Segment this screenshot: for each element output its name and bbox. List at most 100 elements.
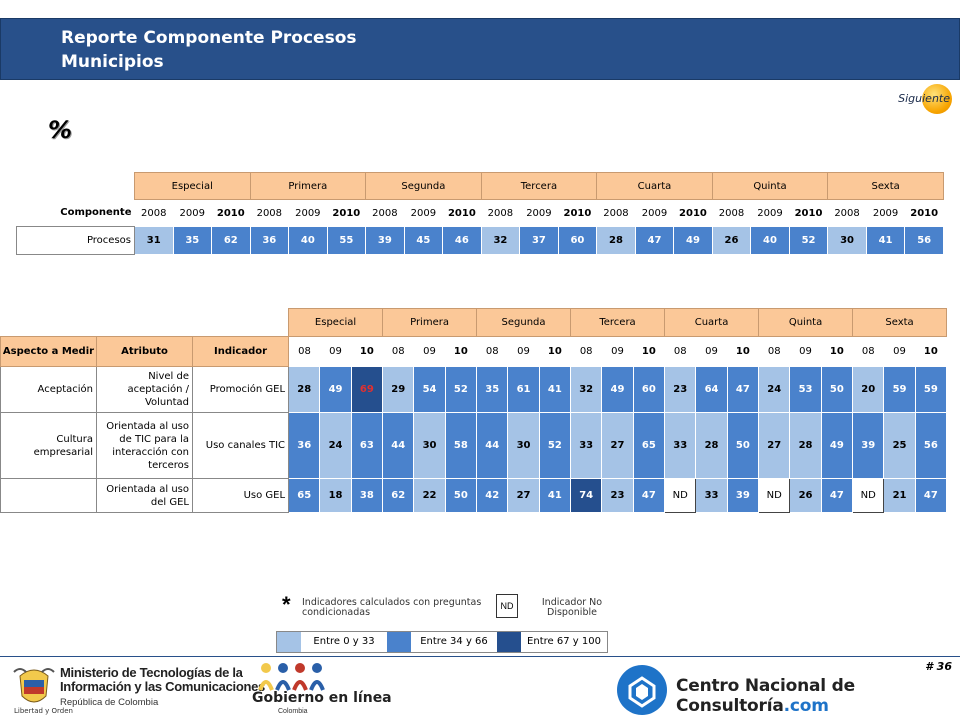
t2-indicator-header: Indicador [191,336,290,367]
t2-category-header: Quinta [758,308,854,337]
t2-value-cell: 69 [350,366,384,413]
t1-year-header: 2010 [904,199,944,227]
ministry-line2: Información y las Comunicaciones [60,679,265,694]
next-label: Siguiente [898,92,950,105]
t2-attribute-header: Atributo [96,336,193,367]
t1-year-header: 2008 [250,199,289,227]
t1-value-cell: 47 [634,226,675,255]
t2-year-header: 09 [789,336,822,367]
t2-value-cell: 26 [789,478,822,513]
t1-value-cell: 36 [249,226,290,255]
seal-caption: Libertad y Orden [14,707,73,715]
t2-category-header: Tercera [570,308,666,337]
t2-value-cell: 49 [820,412,854,479]
t2-value-cell: 50 [444,478,478,513]
t1-year-header: 2008 [596,199,636,227]
indicators-detail-table: Especial Primera Segunda Tercera Cuarta Quint… [0,308,948,513]
t2-value-cell: 38 [350,478,384,513]
t2-year-header: 09 [695,336,728,367]
t1-year-header: 2010 [327,199,366,227]
t1-year-header: 2008 [365,199,405,227]
page-number: # 36 [925,660,952,673]
t2-value-cell: 47 [914,478,948,513]
t1-year-header: 2008 [134,199,174,227]
t1-category-header: Primera [249,172,367,200]
t2-category-header: Sexta [852,308,948,337]
t1-value-cell: 60 [557,226,598,255]
legend-color-scale: Entre 0 y 33 Entre 34 y 66 Entre 67 y 10… [276,631,608,653]
t1-value-cell: 30 [827,226,867,255]
t2-year-header: 09 [883,336,916,367]
t1-value-cell: 55 [326,226,367,255]
t2-value-cell: 24 [319,412,352,479]
t1-value-cell: 56 [904,226,944,255]
ministry-name: Ministerio de Tecnologías de la Informac… [60,666,265,694]
t2-year-header: 10 [821,336,853,367]
t2-value-cell: 23 [664,366,697,413]
t2-value-cell: ND [852,478,885,513]
t2-value-cell: 42 [476,478,509,513]
t1-value-cell: 41 [865,226,906,255]
t2-year-header: 08 [288,336,320,367]
t2-value-cell: 33 [695,478,728,513]
t2-category-header: Especial [288,308,384,337]
t1-year-header: 2010 [442,199,482,227]
t1-year-header: 2010 [558,199,597,227]
t2-value-cell: 65 [288,478,321,513]
legend-star: * [282,592,291,617]
t2-value-cell: 32 [570,366,603,413]
report-subtitle: Municipios [61,52,164,72]
ministry-line1: Ministerio de Tecnologías de la [60,665,243,680]
t2-year-header: 09 [601,336,634,367]
t2-value-cell: 47 [632,478,666,513]
t1-component-label: Componente [16,199,135,227]
t2-aspect-cell: Aceptación [0,366,97,413]
t2-value-cell: 47 [726,366,760,413]
t2-corner [0,308,289,337]
t2-year-header: 10 [915,336,947,367]
t2-year-header: 08 [664,336,696,367]
t2-category-header: Segunda [476,308,572,337]
t2-year-header: 09 [413,336,446,367]
t1-value-cell: 31 [134,226,174,255]
next-orb-icon [922,84,952,114]
t1-value-cell: 45 [403,226,444,255]
t2-value-cell: 44 [476,412,509,479]
colombia-coat-of-arms-icon [13,668,55,703]
t2-attribute-cell: Nivel de aceptación / Voluntad [96,366,193,413]
t1-year-header: 2010 [673,199,713,227]
ministry-country: República de Colombia [60,697,159,708]
t2-year-header: 10 [633,336,665,367]
t2-indicator-row: Orientada al uso del GEL Uso GEL 65 18 38 62 2… [0,478,948,513]
t1-value-cell: 40 [288,226,328,255]
t2-value-cell: 59 [883,366,916,413]
t2-value-cell: ND [664,478,697,513]
t2-indicator-cell: Uso canales TIC [191,412,290,479]
t2-value-cell: 50 [726,412,760,479]
t2-value-cell: 28 [288,366,321,413]
legend-swatch-high [497,632,521,652]
legend-range-high: Entre 67 y 100 [521,632,607,652]
t1-year-header: 2010 [789,199,828,227]
t2-value-cell: 44 [382,412,415,479]
t1-year-row: Componente 2008 2009 2010 2008 2009 2010 2008 20… [16,199,944,227]
t2-value-cell: 41 [538,478,572,513]
t2-attribute-cell: Orientada al uso del GEL [96,478,193,513]
cnc-name-suffix: .com [783,696,829,716]
t2-value-cell: 52 [444,366,478,413]
t2-value-cell: 30 [507,412,540,479]
t2-aspect-cell [0,478,97,513]
t2-value-cell: 41 [538,366,572,413]
t1-year-header: 2008 [481,199,520,227]
t1-category-header: Cuarta [596,172,713,200]
t1-value-cell: 37 [519,226,559,255]
t2-year-header: 10 [727,336,759,367]
t2-value-cell: 39 [726,478,760,513]
t2-value-cell: 58 [444,412,478,479]
t2-value-cell: 28 [789,412,822,479]
t2-category-row: Especial Primera Segunda Tercera Cuarta Quint… [0,308,948,337]
next-button[interactable]: Siguiente [888,84,956,114]
t1-value-cell: 32 [480,226,521,255]
t1-year-header: 2009 [866,199,905,227]
report-title: Reporte Componente Procesos [61,28,357,48]
